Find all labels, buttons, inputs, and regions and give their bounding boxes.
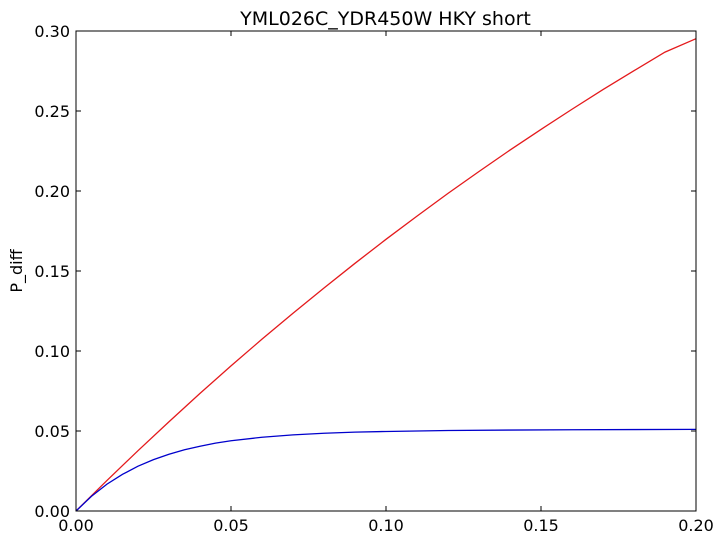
y-tick-label: 0.20	[34, 182, 70, 201]
x-tick-label: 0.20	[678, 516, 714, 535]
x-tick-label: 0.15	[523, 516, 559, 535]
y-tick-label: 0.05	[34, 422, 70, 441]
series-line-2	[75, 428, 697, 512]
y-tick-label: 0.15	[34, 262, 70, 281]
y-tick-label: 0.30	[34, 22, 70, 41]
chart-title: YML026C_YDR450W HKY short	[239, 8, 531, 30]
y-tick-label: 0.25	[34, 102, 70, 121]
series-layer	[75, 38, 697, 512]
y-axis-label: P_diff	[7, 248, 27, 292]
x-tick-label: 0.00	[58, 516, 94, 535]
tick-layer: 0.00 0.05 0.10 0.15 0.20 0.00 0.05 0.10 0.15 0.20…	[34, 22, 713, 535]
series-line-1	[75, 38, 697, 512]
x-tick-label: 0.05	[213, 516, 249, 535]
y-tick-label: 0.00	[34, 502, 70, 521]
y-tick-label: 0.10	[34, 342, 70, 361]
plot-frame	[75, 30, 697, 512]
x-tick-label: 0.10	[368, 516, 404, 535]
